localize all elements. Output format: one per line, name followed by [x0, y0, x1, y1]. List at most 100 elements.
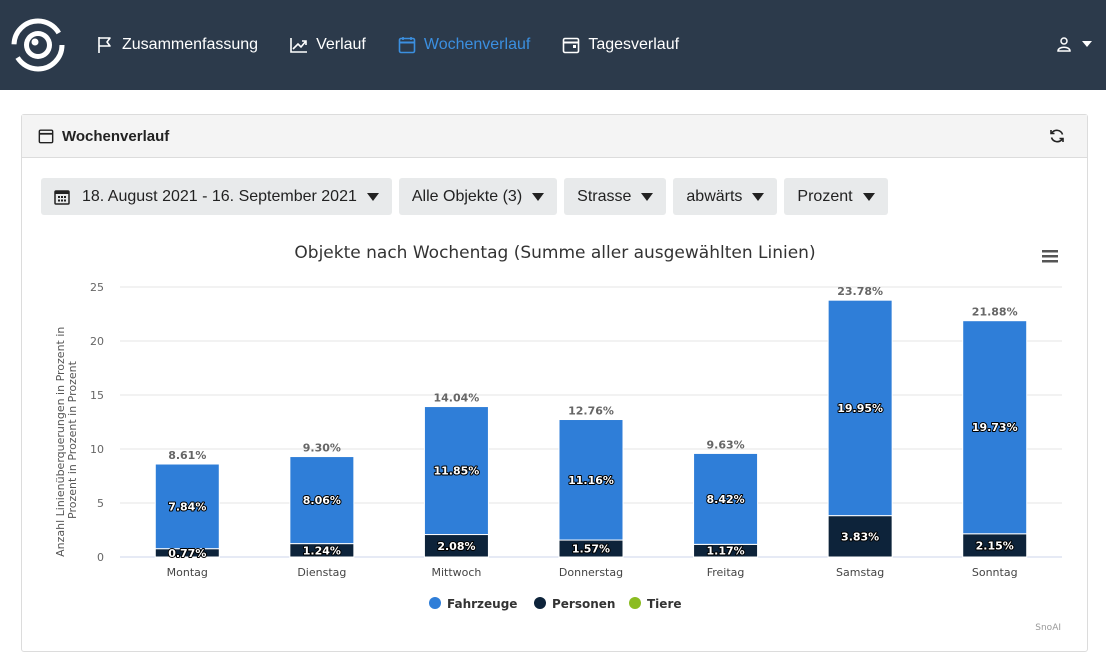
y-tick-label: 20: [90, 335, 104, 348]
date-range-dropdown[interactable]: 18. August 2021 - 16. September 2021: [41, 178, 392, 215]
nav-label: Verlauf: [316, 36, 366, 53]
card-title: Wochenverlauf: [62, 127, 170, 145]
y-axis-title: Anzahl Linienüberquerungen in Prozent in…: [54, 323, 79, 557]
x-tick-label: Montag: [167, 566, 208, 579]
data-label-fahrzeuge: 19.95%: [837, 402, 883, 415]
legend-label: Tiere: [647, 597, 682, 611]
objects-label: Alle Objekte (3): [411, 187, 523, 205]
x-tick-label: Sonntag: [972, 566, 1018, 579]
objects-dropdown[interactable]: Alle Objekte (3): [398, 178, 558, 215]
caret-down-icon: [752, 192, 765, 201]
x-tick-label: Donnerstag: [559, 566, 623, 579]
direction-dropdown[interactable]: abwärts: [673, 178, 778, 215]
data-label-personen: 1.24%: [303, 544, 341, 557]
nav-item-wochenverlauf[interactable]: Wochenverlauf: [398, 36, 530, 54]
flag-icon: [98, 37, 111, 53]
user-menu[interactable]: [1056, 36, 1092, 52]
bar-fahrzeuge[interactable]: [154, 463, 220, 550]
user-icon: [1057, 37, 1071, 52]
legend-marker: [429, 597, 441, 609]
calendar-icon: [398, 37, 416, 54]
data-label-fahrzeuge: 11.16%: [568, 474, 614, 487]
legend: Fahrzeuge Personen Tiere: [429, 597, 682, 611]
unit-label: Prozent: [797, 187, 853, 205]
x-tick-label: Dienstag: [297, 566, 346, 579]
calendar-icon: [38, 129, 54, 144]
chart-menu-button[interactable]: [1042, 250, 1058, 263]
data-label-fahrzeuge: 19.73%: [972, 421, 1018, 434]
data-label-personen: 2.08%: [437, 540, 475, 553]
direction-label: abwärts: [686, 187, 743, 205]
refresh-icon: [1050, 129, 1064, 143]
weekday-stacked-bar-chart: Objekte nach Wochentag (Summe aller ausg…: [54, 243, 1062, 633]
y-tick-label: 10: [90, 443, 104, 456]
x-tick-label: Mittwoch: [431, 566, 481, 579]
calendar-grid-icon: [54, 189, 70, 205]
caret-down-icon: [862, 192, 875, 201]
hamburger-menu-icon: [1042, 250, 1058, 263]
top-navigation-bar: Zusammenfassung Verlauf Wochenverlauf: [0, 0, 1106, 90]
total-label: 21.88%: [972, 306, 1018, 319]
data-label-personen: 3.83%: [841, 530, 879, 543]
chart-credit[interactable]: SnoAI: [1035, 623, 1061, 633]
total-label: 23.78%: [837, 285, 883, 298]
y-tick-label: 15: [90, 389, 104, 402]
chart-title: Objekte nach Wochentag (Summe aller ausg…: [294, 243, 815, 263]
bar-fahrzeuge[interactable]: [962, 320, 1028, 535]
refresh-button[interactable]: [1049, 128, 1065, 149]
unit-dropdown[interactable]: Prozent: [784, 178, 888, 215]
filter-bar: 18. August 2021 - 16. September 2021 All…: [41, 178, 895, 215]
data-label-fahrzeuge: 8.42%: [706, 493, 744, 506]
date-range-label: 18. August 2021 - 16. September 2021: [82, 187, 357, 205]
y-tick-label: 5: [97, 497, 104, 510]
total-label: 12.76%: [568, 405, 614, 418]
legend-label: Personen: [552, 597, 615, 611]
app-logo[interactable]: [10, 17, 66, 73]
nav-item-verlauf[interactable]: Verlauf: [290, 36, 366, 54]
legend-marker: [534, 597, 546, 609]
bar-fahrzeuge[interactable]: [423, 406, 489, 536]
y-tick-label: 25: [90, 281, 104, 294]
data-label-fahrzeuge: 11.85%: [434, 465, 480, 478]
nav-item-zusammenfassung[interactable]: Zusammenfassung: [96, 36, 258, 54]
caret-down-icon: [532, 192, 545, 201]
total-label: 14.04%: [434, 392, 480, 405]
total-label: 9.30%: [303, 442, 341, 455]
bar-fahrzeuge[interactable]: [827, 299, 893, 517]
total-label: 9.63%: [706, 438, 744, 451]
card-header: Wochenverlauf: [22, 115, 1087, 158]
bar-personen[interactable]: [827, 515, 893, 558]
type-dropdown[interactable]: Strasse: [564, 178, 667, 215]
bar-fahrzeuge[interactable]: [289, 456, 355, 545]
legend-item-personen[interactable]: Personen: [534, 597, 615, 611]
legend-item-fahrzeuge[interactable]: Fahrzeuge: [429, 597, 517, 611]
legend-item-tiere[interactable]: Tiere: [629, 597, 682, 611]
data-label-fahrzeuge: 7.84%: [168, 500, 206, 513]
data-label-fahrzeuge: 8.06%: [303, 494, 341, 507]
calendar-day-icon: [563, 37, 580, 54]
caret-down-icon: [641, 192, 654, 201]
chevron-down-icon: [1082, 41, 1092, 47]
total-label: 8.61%: [168, 449, 206, 462]
data-label-personen: 1.57%: [572, 543, 610, 556]
nav-label: Wochenverlauf: [423, 36, 531, 53]
nav-label: Tagesverlauf: [588, 36, 680, 53]
caret-down-icon: [366, 192, 379, 201]
weekly-history-card: Wochenverlauf 18. August 2021 - 16.: [21, 114, 1088, 652]
line-chart-icon: [290, 38, 308, 53]
x-tick-label: Freitag: [707, 566, 745, 579]
bar-fahrzeuge[interactable]: [693, 452, 759, 545]
x-tick-label: Samstag: [836, 566, 884, 579]
bar-fahrzeuge[interactable]: [558, 419, 624, 541]
nav-item-tagesverlauf[interactable]: Tagesverlauf: [562, 36, 679, 54]
y-tick-label: 0: [97, 551, 104, 564]
type-label: Strasse: [577, 187, 632, 205]
data-label-personen: 1.17%: [706, 545, 744, 558]
legend-marker: [629, 597, 641, 609]
nav-label: Zusammenfassung: [122, 36, 259, 53]
legend-label: Fahrzeuge: [447, 597, 517, 611]
data-label-personen: 0.77%: [168, 547, 206, 560]
labels: 7.84% 0.77% 8.61% Montag 8.06% 1.24% 9.30% Dien…: [167, 285, 1019, 579]
main-nav: Zusammenfassung Verlauf Wochenverlauf: [96, 0, 711, 90]
bars: [154, 299, 1028, 558]
